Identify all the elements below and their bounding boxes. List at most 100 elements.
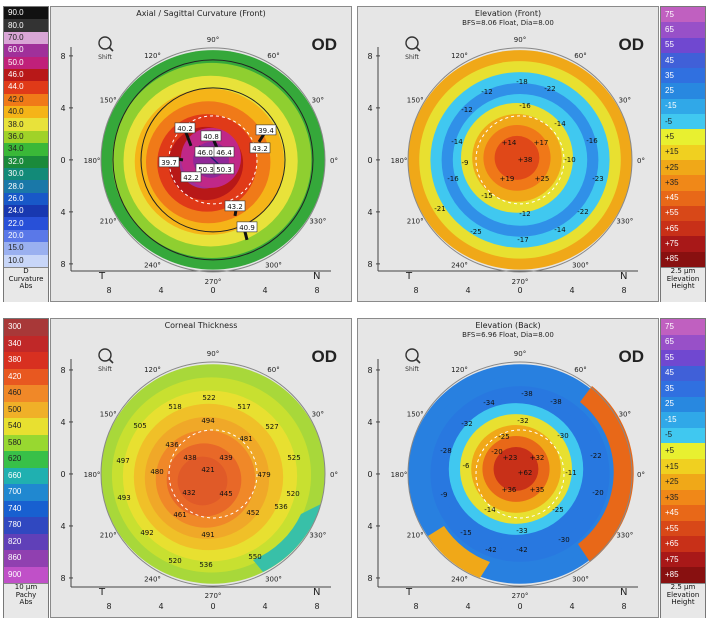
shift-magnifier-icon[interactable]: Shift bbox=[405, 36, 421, 61]
scale-cell: 20.0 bbox=[4, 229, 48, 243]
x-tick-label: 0 bbox=[517, 286, 522, 295]
scale-cell: 35 bbox=[661, 381, 705, 397]
y-tick-label: 4 bbox=[367, 104, 372, 113]
map-value-label: 461 bbox=[173, 511, 186, 519]
map-value-label: -30 bbox=[558, 536, 569, 544]
pachy-color-scale: 300 340 380 420 460 500 540 580 620 660 700 740 780 8… bbox=[3, 318, 49, 618]
x-tick-label: 4 bbox=[569, 286, 574, 295]
scale-cell: 32.0 bbox=[4, 155, 48, 168]
degree-label: 120° bbox=[144, 366, 161, 374]
temporal-label: T bbox=[405, 271, 413, 282]
scale-cell: +55 bbox=[661, 205, 705, 222]
scale-cell: 420 bbox=[4, 368, 48, 385]
nasal-label: N bbox=[620, 587, 627, 598]
scale-cell: 75 bbox=[661, 7, 705, 23]
shift-magnifier-icon[interactable]: Shift bbox=[98, 36, 114, 61]
map-value-label: -17 bbox=[517, 236, 528, 244]
map-value-label: -25 bbox=[552, 506, 563, 514]
map-subtitle: BFS=6.96 Float, Dia=8.00 bbox=[462, 331, 554, 339]
map-value-label: 550 bbox=[248, 553, 261, 561]
scale-cell: 340 bbox=[4, 335, 48, 352]
scale-footer-label: Curvature bbox=[8, 274, 44, 283]
degree-label: 210° bbox=[100, 217, 117, 225]
map-value-label: 492 bbox=[140, 529, 153, 537]
shift-label: Shift bbox=[98, 54, 112, 61]
map-region bbox=[578, 385, 634, 562]
value-box bbox=[213, 163, 235, 175]
map-value-label: 436 bbox=[165, 441, 179, 449]
map-value-label: +36 bbox=[502, 486, 517, 494]
y-tick-label: 8 bbox=[367, 52, 372, 61]
degree-label: 180° bbox=[84, 471, 101, 479]
map-value-label: -22 bbox=[590, 452, 601, 460]
scale-cell: 10.0 bbox=[4, 254, 48, 267]
corneal-thickness-panel: 8 4 0 4 8 8 4 0 4 8 T N Shift 90° 60° 30° 0° 330° 300° 270°… bbox=[50, 318, 352, 618]
map-value-label: 40.2 bbox=[177, 125, 193, 133]
value-box bbox=[174, 122, 196, 134]
map-value-label: +17 bbox=[534, 139, 549, 147]
scale-cell: +65 bbox=[661, 536, 705, 552]
degree-label: 270° bbox=[205, 278, 222, 286]
scale-cell: 26.0 bbox=[4, 192, 48, 206]
topography-map bbox=[408, 50, 632, 270]
x-tick-label: 4 bbox=[465, 602, 470, 611]
scale-cell: +25 bbox=[661, 474, 705, 490]
map-region bbox=[253, 503, 321, 572]
scale-cell: +75 bbox=[661, 236, 705, 252]
scale-cell: 90.0 bbox=[4, 7, 48, 20]
map-value-label: -25 bbox=[498, 433, 509, 441]
scale-footer: 10 µm Pachy Abs bbox=[4, 583, 48, 618]
scale-cell: +15 bbox=[661, 458, 705, 475]
degree-label: 330° bbox=[309, 531, 326, 539]
scale-cell: 28.0 bbox=[4, 180, 48, 193]
map-boundary bbox=[100, 361, 326, 587]
degree-label: 60° bbox=[267, 52, 279, 60]
degree-label: 60° bbox=[574, 52, 586, 60]
topography-map bbox=[408, 364, 634, 584]
shift-magnifier-icon[interactable]: Shift bbox=[98, 348, 114, 373]
scale-cell: 380 bbox=[4, 352, 48, 369]
degree-label: 90° bbox=[207, 350, 219, 358]
value-box bbox=[249, 142, 271, 154]
map-value-label: 452 bbox=[246, 509, 259, 517]
map-boundary bbox=[100, 47, 326, 273]
map-value-label: -32 bbox=[517, 417, 528, 425]
scale-cell: 780 bbox=[4, 517, 48, 534]
map-value-label: +25 bbox=[535, 175, 550, 183]
map-value-label: -18 bbox=[516, 78, 527, 86]
value-box bbox=[158, 156, 180, 168]
value-box bbox=[255, 124, 277, 136]
nasal-label: N bbox=[313, 587, 320, 598]
map-value-label: -21 bbox=[434, 205, 445, 213]
nasal-label: N bbox=[313, 271, 320, 282]
map-value-label: 43.2 bbox=[252, 145, 268, 153]
map-ring bbox=[494, 135, 540, 180]
scale-footer-label: Pachy bbox=[15, 590, 37, 599]
map-value-label: -38 bbox=[550, 398, 561, 406]
y-tick-label: 8 bbox=[60, 574, 65, 583]
scale-footer-label: 2.5 µm bbox=[670, 583, 696, 591]
map-value-label: -12 bbox=[461, 106, 472, 114]
scale-cell: -5 bbox=[661, 114, 705, 130]
map-value-label: -14 bbox=[554, 226, 566, 234]
scale-cell: 34.0 bbox=[4, 143, 48, 156]
degree-label: 270° bbox=[205, 592, 222, 600]
shift-magnifier-icon[interactable]: Shift bbox=[405, 348, 421, 373]
scale-cell: +85 bbox=[661, 567, 705, 583]
map-title: Corneal Thickness bbox=[164, 321, 238, 330]
map-value-label: -9 bbox=[462, 159, 469, 167]
map-value-label: -6 bbox=[463, 462, 471, 470]
map-value-label: -23 bbox=[592, 175, 603, 183]
temporal-label: T bbox=[98, 271, 106, 282]
scale-cell: 80.0 bbox=[4, 19, 48, 32]
map-value-label: 536 bbox=[199, 561, 213, 569]
scale-cell: +25 bbox=[661, 159, 705, 176]
map-value-label: -14 bbox=[484, 506, 496, 514]
degree-label: 60° bbox=[267, 366, 279, 374]
x-tick-label: 4 bbox=[158, 602, 163, 611]
map-value-label: -38 bbox=[521, 390, 532, 398]
scale-cell: 55 bbox=[661, 37, 705, 53]
map-ring bbox=[177, 456, 228, 506]
